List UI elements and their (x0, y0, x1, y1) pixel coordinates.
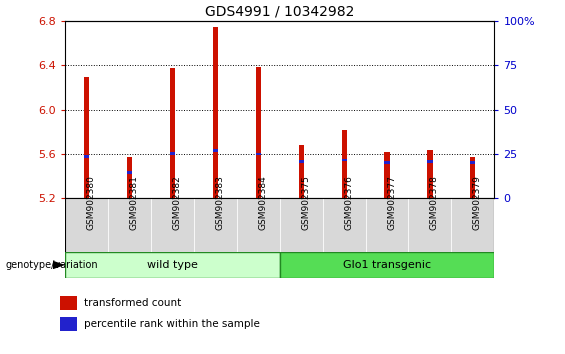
Title: GDS4991 / 10342982: GDS4991 / 10342982 (205, 5, 354, 19)
Bar (451, 198, 494, 253)
Bar (427, 150, 433, 198)
Bar (255, 153, 261, 155)
Bar (341, 159, 347, 161)
Text: GSM902383: GSM902383 (215, 175, 224, 230)
Bar (212, 27, 218, 198)
Text: GSM902375: GSM902375 (301, 175, 310, 230)
Bar (151, 198, 194, 253)
Bar (194, 198, 237, 253)
Text: GSM902377: GSM902377 (387, 175, 396, 230)
Text: wild type: wild type (147, 260, 198, 270)
Text: percentile rank within the sample: percentile rank within the sample (84, 319, 260, 329)
Bar (212, 149, 218, 152)
Bar (84, 76, 89, 198)
Bar (470, 157, 476, 198)
Bar (427, 160, 433, 163)
Text: GSM902384: GSM902384 (258, 175, 267, 230)
Text: GSM902381: GSM902381 (129, 175, 138, 230)
Text: transformed count: transformed count (84, 298, 181, 308)
Bar (366, 198, 408, 253)
Text: GSM902378: GSM902378 (430, 175, 439, 230)
Text: GSM902380: GSM902380 (86, 175, 95, 230)
Bar (170, 68, 175, 198)
Bar (170, 153, 175, 155)
Bar (341, 130, 347, 198)
Bar (237, 198, 280, 253)
Text: GSM902379: GSM902379 (473, 175, 482, 230)
Bar (60, 317, 77, 331)
Bar (60, 296, 77, 310)
Bar (280, 252, 494, 278)
Bar (84, 155, 89, 158)
Bar (298, 145, 304, 198)
Text: GSM902376: GSM902376 (344, 175, 353, 230)
Bar (384, 161, 390, 164)
Bar (108, 198, 151, 253)
Bar (65, 198, 108, 253)
Bar (470, 161, 476, 164)
Bar (323, 198, 366, 253)
Bar (384, 152, 390, 198)
Bar (298, 160, 304, 163)
Bar (255, 67, 261, 198)
Bar (65, 252, 280, 278)
Text: Glo1 transgenic: Glo1 transgenic (343, 260, 431, 270)
Bar (408, 198, 451, 253)
Polygon shape (53, 261, 65, 269)
Text: genotype/variation: genotype/variation (6, 260, 98, 270)
Bar (127, 157, 132, 198)
Bar (280, 198, 323, 253)
Text: GSM902382: GSM902382 (172, 175, 181, 230)
Bar (127, 171, 132, 173)
